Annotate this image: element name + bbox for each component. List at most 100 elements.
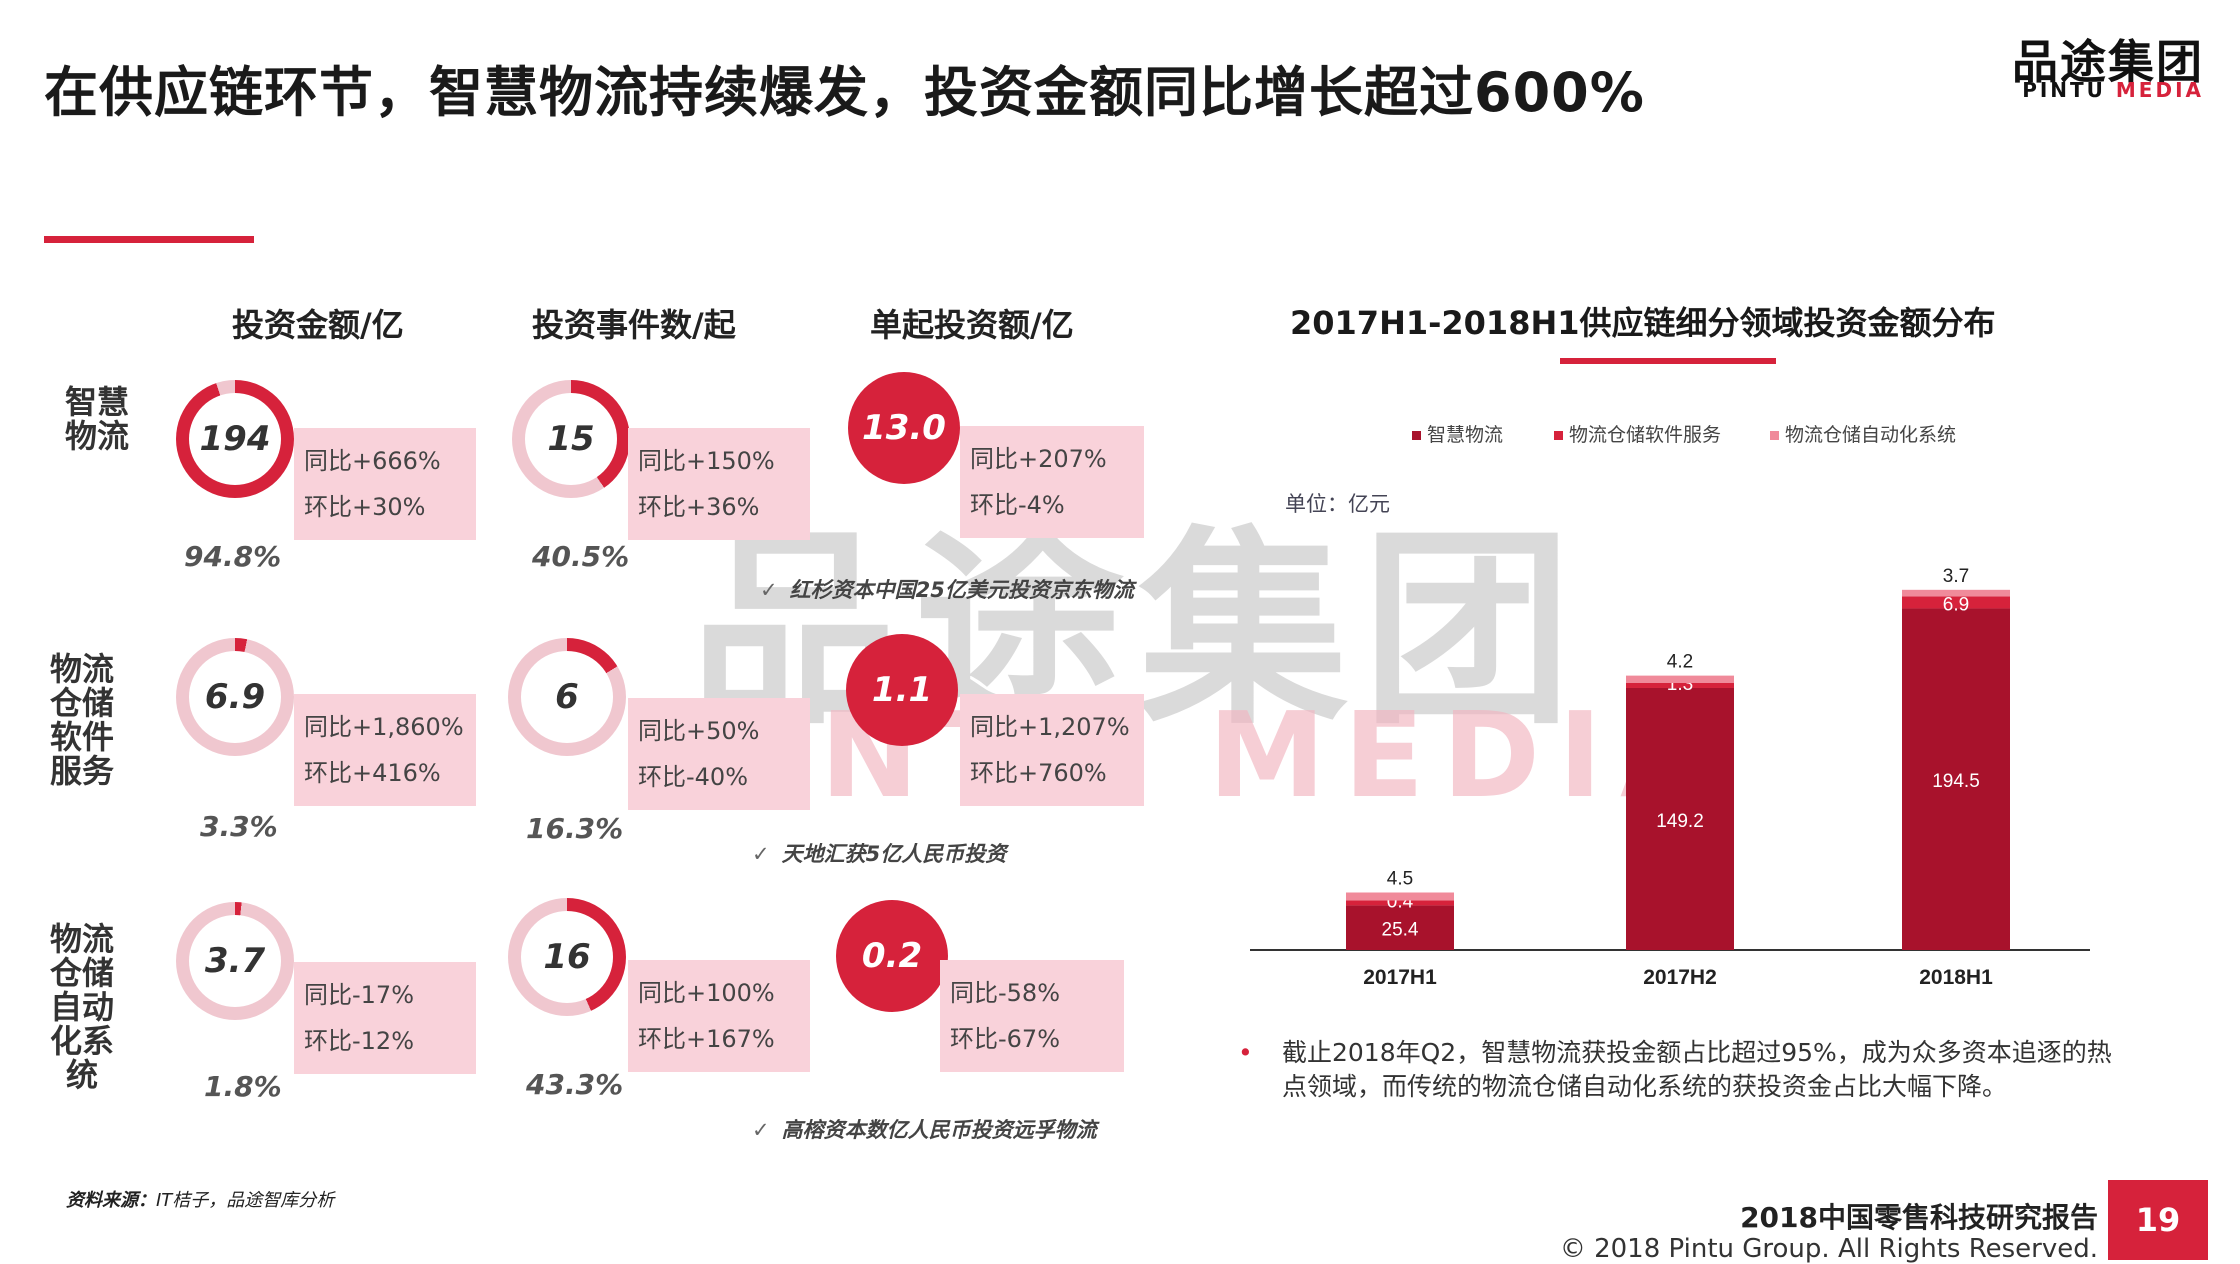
bar-segment: [1626, 675, 1734, 683]
data-label: 194.5: [1932, 771, 1980, 792]
legend-item: 物流仓储自动化系统: [1770, 420, 1956, 447]
single-amount-circle: 1.1: [846, 634, 958, 746]
hoh-text: 环比+416%: [304, 759, 441, 787]
deal-note: ✓ 高榕资本数亿人民币投资远孚物流: [752, 1114, 1097, 1144]
bar-segment: [1902, 608, 2010, 950]
bar-segment: [1346, 900, 1454, 906]
bar-segment: [1626, 687, 1734, 950]
events-value: 6: [521, 651, 613, 743]
amount-ring: 6.9: [176, 638, 294, 756]
deal-note: ✓ 天地汇获5亿人民币投资: [752, 838, 1006, 868]
row-label-smart-logistics: 智慧物流: [64, 383, 129, 455]
summary-text: 截止2018年Q2，智慧物流获投金额占比超过95%，成为众多资本追逐的热点领域，…: [1282, 1038, 2112, 1101]
hoh-text: 环比-4%: [970, 491, 1065, 519]
stacked-bar-chart: 25.40.44.52017H1149.21.34.22017H2194.56.…: [1250, 566, 2090, 989]
report-name: 2018中国零售科技研究报告: [1740, 1201, 2098, 1234]
data-label: 6.9: [1943, 594, 1969, 615]
data-label: 4.2: [1667, 652, 1693, 673]
amount-value: 194: [189, 393, 281, 485]
source-label: 资料来源：: [66, 1190, 156, 1211]
hoh-text: 环比+760%: [970, 759, 1107, 787]
yoy-text: 同比+666%: [304, 447, 441, 475]
hoh-text: 环比-67%: [950, 1025, 1061, 1053]
bar-segment: [1346, 892, 1454, 901]
single-amount-value: 13.0: [862, 408, 946, 448]
amount-share: 3.3%: [200, 810, 278, 843]
bar-segment: [1346, 905, 1454, 950]
column-header-amount: 投资金额/亿: [232, 306, 404, 344]
chart-title-underline: [1560, 358, 1776, 364]
single-amount-circle: 13.0: [848, 372, 960, 484]
legend-label: 物流仓储软件服务: [1569, 424, 1722, 446]
row-label-warehouse-automation: 物流仓储自动化系统: [49, 920, 114, 1094]
events-share: 16.3%: [526, 812, 624, 845]
events-change-box: 同比+100% 环比+167%: [628, 960, 810, 1072]
hoh-text: 环比+167%: [638, 1025, 775, 1053]
deal-note: ✓ 红杉资本中国25亿美元投资京东物流: [760, 574, 1134, 604]
data-label: 149.2: [1656, 811, 1704, 832]
legend-item: 物流仓储软件服务: [1554, 420, 1721, 447]
amount-share: 94.8%: [184, 540, 282, 573]
single-change-box: 同比+1,207% 环比+760%: [960, 694, 1144, 806]
events-value: 16: [521, 911, 613, 1003]
amount-value: 3.7: [189, 915, 281, 1007]
amount-value: 6.9: [189, 651, 281, 743]
row-label-warehouse-software: 物流仓储软件服务: [49, 650, 114, 790]
bullet-dot-icon: •: [1238, 1038, 1253, 1067]
yoy-text: 同比+50%: [638, 717, 760, 745]
brand-logo-en: PINTU MEDIA: [2022, 78, 2204, 102]
column-header-events: 投资事件数/起: [532, 306, 736, 344]
yoy-text: 同比+1,860%: [304, 713, 464, 741]
events-change-box: 同比+150% 环比+36%: [628, 428, 810, 540]
brand-logo-en-a: PINTU: [2022, 78, 2106, 102]
hoh-text: 环比+30%: [304, 493, 426, 521]
bar-segment: [1902, 589, 2010, 597]
yoy-text: 同比-17%: [304, 981, 415, 1009]
bar-segment: [1626, 682, 1734, 688]
single-change-box: 同比+207% 环比-4%: [960, 426, 1144, 538]
amount-ring: 3.7: [176, 902, 294, 1020]
legend-swatch: [1412, 431, 1421, 440]
check-icon: ✓: [752, 842, 770, 866]
yoy-text: 同比-58%: [950, 979, 1061, 1007]
amount-change-box: 同比+666% 环比+30%: [294, 428, 476, 540]
legend-swatch: [1554, 431, 1563, 440]
single-amount-circle: 0.2: [836, 900, 948, 1012]
bar-segment: [1902, 596, 2010, 609]
amount-share: 1.8%: [204, 1070, 282, 1103]
x-tick-label: 2017H2: [1643, 966, 1717, 989]
brand-logo: 品途集团: [2012, 35, 2204, 89]
deal-note-text: 天地汇获5亿人民币投资: [781, 842, 1007, 866]
amount-ring: 194: [176, 380, 294, 498]
legend-swatch: [1770, 431, 1779, 440]
x-tick-label: 2017H1: [1363, 966, 1437, 989]
check-icon: ✓: [752, 1118, 770, 1142]
legend-item: 智慧物流: [1412, 420, 1503, 447]
page-title: 在供应链环节，智慧物流持续爆发，投资金额同比增长超过600%: [44, 61, 1645, 124]
x-tick-label: 2018H1: [1919, 966, 1993, 989]
events-ring: 6: [508, 638, 626, 756]
data-label: 4.5: [1387, 868, 1413, 889]
yoy-text: 同比+150%: [638, 447, 775, 475]
source-text: IT桔子，品途智库分析: [156, 1190, 335, 1211]
events-change-box: 同比+50% 环比-40%: [628, 698, 810, 810]
column-header-single: 单起投资额/亿: [870, 306, 1074, 344]
source-note: 资料来源：IT桔子，品途智库分析: [66, 1186, 334, 1212]
copyright: © 2018 Pintu Group. All Rights Reserved.: [1559, 1234, 2098, 1264]
legend-label: 智慧物流: [1427, 424, 1504, 446]
yoy-text: 同比+100%: [638, 979, 775, 1007]
events-ring: 15: [512, 380, 630, 498]
data-label: 25.4: [1382, 920, 1419, 941]
hoh-text: 环比-40%: [638, 763, 749, 791]
events-ring: 16: [508, 898, 626, 1016]
single-amount-value: 1.1: [871, 670, 933, 710]
hoh-text: 环比+36%: [638, 493, 760, 521]
chart-title: 2017H1-2018H1供应链细分领域投资金额分布: [1290, 304, 1996, 342]
yoy-text: 同比+207%: [970, 445, 1107, 473]
brand-logo-en-b: MEDIA: [2115, 78, 2204, 102]
single-amount-value: 0.2: [861, 936, 923, 976]
amount-change-box: 同比-17% 环比-12%: [294, 962, 476, 1074]
unit-label: 单位：亿元: [1285, 492, 1390, 516]
events-share: 43.3%: [526, 1068, 624, 1101]
legend-label: 物流仓储自动化系统: [1785, 424, 1957, 446]
